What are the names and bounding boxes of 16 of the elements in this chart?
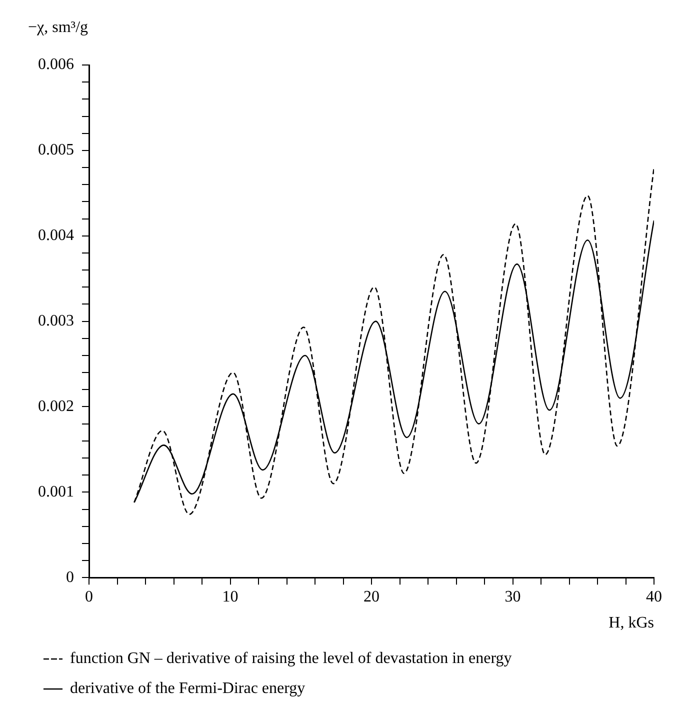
- x-tick-label: 20: [364, 588, 380, 606]
- x-tick-label: 10: [222, 588, 238, 606]
- y-tick-label: 0.005: [38, 142, 74, 159]
- y-tick-label: 0: [66, 568, 74, 586]
- legend-label: derivative of the Fermi-Dirac energy: [70, 680, 306, 698]
- x-tick-label: 40: [646, 588, 662, 606]
- x-axis-title: H, kGs: [608, 614, 654, 632]
- y-axis-title: −χ, sm³/g: [28, 19, 88, 36]
- y-tick-label: 0.003: [38, 312, 74, 330]
- x-tick-label: 30: [504, 588, 521, 606]
- x-tick-label: 0: [85, 588, 93, 606]
- y-tick-label: 0.004: [38, 227, 74, 244]
- y-tick-label: 0.006: [38, 56, 74, 74]
- legend-label: function GN – derivative of raising the level of devastation in energy: [70, 650, 512, 668]
- y-tick-label: 0.002: [38, 398, 74, 415]
- y-tick-label: 0.001: [38, 483, 74, 500]
